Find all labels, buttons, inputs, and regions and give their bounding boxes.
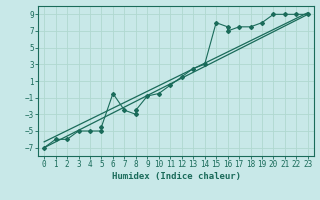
X-axis label: Humidex (Indice chaleur): Humidex (Indice chaleur) — [111, 172, 241, 181]
